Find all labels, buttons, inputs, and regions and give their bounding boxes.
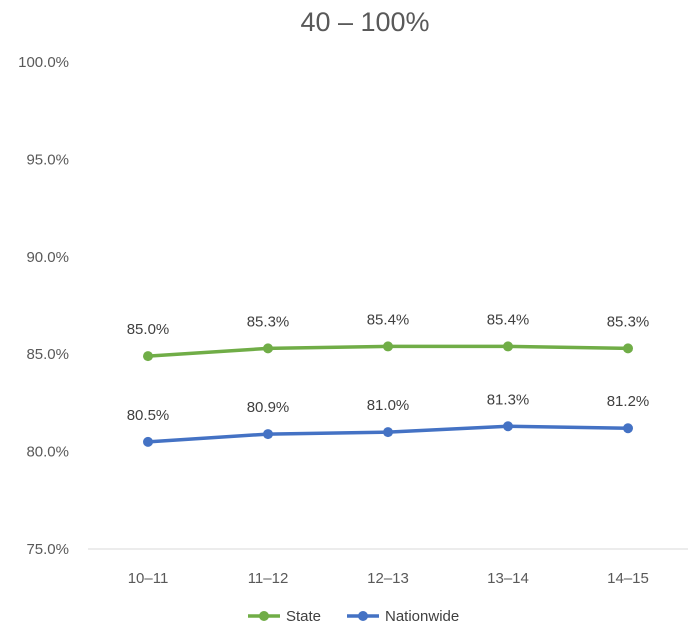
y-tick-label: 90.0% (26, 249, 69, 266)
x-tick-label: 11–12 (248, 570, 289, 587)
data-label: 80.9% (247, 399, 290, 416)
data-point (143, 351, 153, 362)
x-axis: 10–11 11–12 12–13 13–14 14–15 (128, 570, 649, 587)
series-layer: 85.0% 85.3% 85.4% 85.4% 85.3% 80.5% 80.9% 81.0%… (127, 311, 650, 447)
y-tick-label: 75.0% (26, 541, 69, 558)
data-label: 85.4% (367, 311, 410, 328)
y-tick-label: 85.0% (26, 346, 69, 363)
chart-title: 40 – 100% (300, 7, 429, 37)
data-point (383, 427, 393, 438)
data-label: 81.3% (487, 391, 530, 408)
data-point (263, 429, 273, 440)
data-label: 85.4% (487, 311, 530, 328)
legend-label: State (286, 608, 321, 625)
y-tick-label: 100.0% (18, 54, 69, 71)
x-tick-label: 10–11 (128, 570, 169, 587)
data-label: 80.5% (127, 407, 170, 424)
legend-label: Nationwide (385, 608, 459, 625)
legend: State Nationwide (248, 608, 459, 625)
data-point (503, 421, 513, 432)
data-point (263, 343, 273, 354)
y-tick-label: 80.0% (26, 444, 69, 461)
series-nationwide: 80.5% 80.9% 81.0% 81.3% 81.2% (127, 391, 650, 447)
data-label: 81.0% (367, 397, 410, 414)
data-point (383, 341, 393, 352)
y-axis: 75.0% 80.0% 85.0% 90.0% 95.0% 100.0% (18, 54, 69, 558)
x-tick-label: 12–13 (367, 570, 409, 587)
legend-item-state: State (248, 608, 321, 625)
y-tick-label: 95.0% (26, 151, 69, 168)
data-label: 85.3% (607, 313, 650, 330)
data-label: 81.2% (607, 393, 650, 410)
data-point (623, 423, 633, 434)
data-point (143, 436, 153, 447)
series-state: 85.0% 85.3% 85.4% 85.4% 85.3% (127, 311, 650, 362)
legend-item-nationwide: Nationwide (347, 608, 459, 625)
data-point (623, 343, 633, 354)
x-tick-label: 13–14 (487, 570, 529, 587)
legend-marker (358, 611, 368, 621)
data-point (503, 341, 513, 352)
data-label: 85.3% (247, 313, 290, 330)
legend-marker (259, 611, 269, 621)
data-label: 85.0% (127, 321, 170, 338)
x-tick-label: 14–15 (607, 570, 649, 587)
